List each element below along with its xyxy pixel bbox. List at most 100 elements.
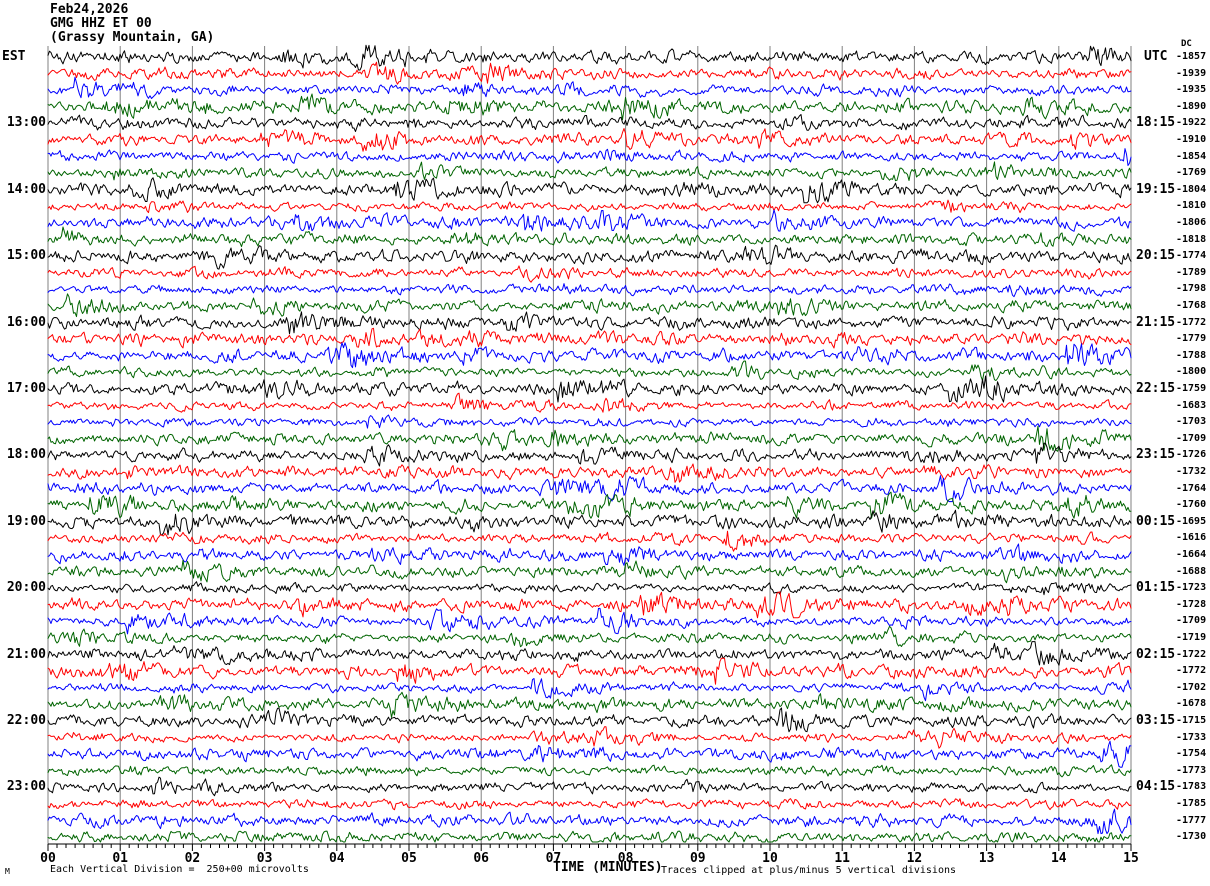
dc-offset-value: -1760: [1176, 499, 1207, 511]
dc-offset-value: -1702: [1176, 681, 1207, 693]
seismogram-trace-row-20: [47, 375, 1132, 403]
x-tick-label: 14: [1050, 851, 1067, 866]
seismogram-trace-row-38: [47, 678, 1132, 702]
seismogram-trace-row-4: [47, 114, 1132, 132]
dc-offset-value: -1773: [1176, 764, 1207, 776]
dc-offset-value: -1726: [1176, 449, 1207, 461]
corner-mark: M: [5, 867, 10, 876]
seismogram-trace-row-27: [47, 491, 1132, 519]
dc-offset-value: -1804: [1176, 183, 1207, 195]
dc-offset-value: -1678: [1176, 698, 1207, 710]
dc-header: DC: [1181, 39, 1192, 49]
dc-offset-value: -1759: [1176, 383, 1207, 394]
dc-offset-value: -1854: [1176, 150, 1207, 162]
dc-offset-value: -1616: [1176, 532, 1207, 544]
seismogram-trace-row-7: [47, 161, 1132, 182]
right-hour-label: 23:15: [1136, 447, 1176, 463]
right-hour-label: 22:15: [1136, 381, 1176, 396]
seismogram-trace-row-35: [47, 625, 1132, 648]
dc-offset-value: -1779: [1176, 333, 1207, 345]
left-hour-label: 16:00: [6, 314, 46, 330]
dc-offset-value: -1772: [1176, 316, 1207, 328]
seismogram-trace-row-24: [47, 442, 1132, 467]
dc-offset-value: -1910: [1176, 134, 1207, 145]
seismogram-trace-row-11: [47, 226, 1132, 248]
seismogram-trace-row-14: [47, 283, 1132, 298]
dc-offset-value: -1683: [1176, 399, 1207, 411]
dc-offset-value: -1722: [1176, 648, 1207, 660]
right-hour-label: 19:15: [1136, 181, 1176, 197]
seismogram-trace-row-32: [47, 581, 1132, 596]
seismogram-trace-row-39: [47, 691, 1132, 718]
seismogram-trace-row-47: [47, 830, 1132, 843]
dc-offset-value: -1709: [1176, 432, 1207, 444]
seismogram-trace-row-30: [47, 543, 1132, 566]
dc-offset-value: -1688: [1176, 565, 1207, 577]
seismogram-trace-row-44: [47, 776, 1132, 797]
dc-offset-value: -1818: [1176, 233, 1207, 245]
right-hour-label: 00:15: [1136, 513, 1176, 529]
x-tick-label: 13: [978, 851, 995, 866]
dc-offset-value: -1719: [1176, 632, 1207, 643]
dc-offset-value: -1798: [1176, 283, 1207, 295]
dc-offset-value: -1732: [1176, 466, 1207, 477]
dc-offset-value: -1939: [1176, 67, 1207, 79]
right-hour-label: 20:15: [1136, 248, 1176, 264]
left-hour-label: 17:00: [6, 381, 46, 396]
dc-offset-value: -1754: [1176, 748, 1207, 760]
left-hour-label: 13:00: [6, 115, 46, 131]
right-hour-label: 21:15: [1136, 314, 1176, 330]
seismogram-trace-row-13: [47, 265, 1132, 283]
seismogram-trace-row-21: [47, 392, 1132, 413]
seismogram-trace-row-46: [47, 808, 1132, 835]
seismogram-trace-row-9: [47, 199, 1132, 214]
x-tick-label: 15: [1123, 851, 1139, 866]
dc-offset-value: -1769: [1176, 167, 1207, 179]
x-tick-label: 12: [906, 851, 923, 866]
seismogram-trace-row-26: [47, 475, 1132, 503]
dc-offset-value: -1789: [1176, 266, 1207, 278]
dc-offset-value: -1777: [1176, 814, 1207, 826]
dc-offset-value: -1768: [1176, 300, 1207, 311]
dc-offset-value: -1935: [1176, 84, 1207, 96]
seismogram-trace-row-1: [47, 61, 1132, 85]
seismogram-trace-row-2: [47, 76, 1132, 99]
left-hour-label: 23:00: [6, 779, 46, 795]
dc-offset-value: -1857: [1176, 51, 1207, 62]
seismogram-trace-row-3: [47, 93, 1132, 121]
title-date: Feb24,2026: [50, 2, 129, 17]
dc-offset-value: -1730: [1176, 831, 1207, 843]
seismogram-trace-row-18: [47, 342, 1132, 369]
dc-offset-value: -1890: [1176, 100, 1207, 112]
left-hour-label: 21:00: [6, 646, 46, 662]
dc-offset-value: -1764: [1176, 482, 1207, 494]
seismogram-trace-row-40: [47, 707, 1132, 733]
seismogram-trace-row-22: [47, 414, 1132, 429]
seismogram-trace-row-0: [47, 44, 1132, 71]
dc-offset-value: -1806: [1176, 217, 1207, 228]
dc-offset-value: -1800: [1176, 366, 1207, 378]
title-station: GMG HHZ ET 00: [50, 16, 152, 31]
seismogram-trace-row-29: [47, 530, 1132, 552]
x-tick-label: 04: [328, 851, 345, 866]
left-hour-label: 22:00: [6, 713, 46, 728]
seismogram-trace-row-25: [47, 463, 1132, 483]
scale-note: Each Vertical Division = 250+00 microvol…: [50, 864, 309, 875]
x-tick-label: 08: [617, 851, 634, 866]
seismogram-trace-row-33: [47, 591, 1132, 619]
dc-offset-value: -1922: [1176, 117, 1207, 129]
x-tick-label: 00: [40, 851, 56, 866]
seismogram-trace-row-16: [47, 311, 1132, 335]
left-hour-label: 14:00: [6, 181, 46, 197]
dc-offset-value: -1715: [1176, 715, 1207, 726]
dc-offset-value: -1772: [1176, 665, 1207, 677]
seismogram-trace-row-34: [47, 607, 1132, 635]
x-tick-label: 11: [834, 851, 851, 866]
x-tick-label: 02: [184, 851, 201, 866]
dc-offset-value: -1733: [1176, 731, 1207, 743]
right-hour-label: 03:15: [1136, 713, 1176, 728]
seismogram-trace-row-12: [47, 244, 1132, 270]
seismogram-trace-row-45: [47, 798, 1132, 811]
